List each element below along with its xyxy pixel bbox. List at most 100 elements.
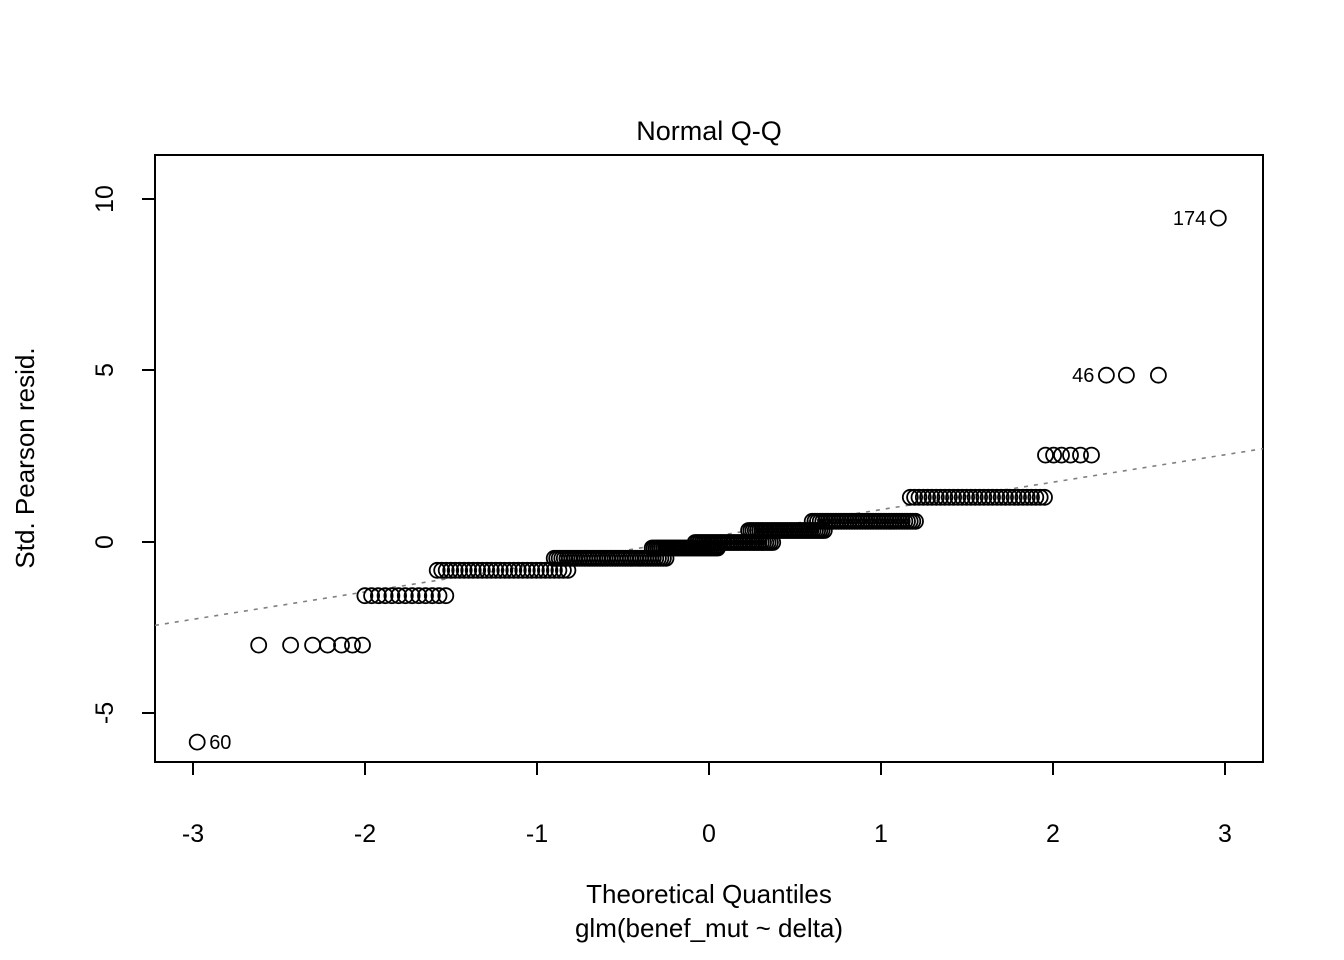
qq-point [923, 488, 941, 506]
qq-point [1045, 446, 1062, 464]
qq-point [1031, 488, 1049, 506]
x-tick-label: -1 [526, 820, 548, 848]
plot-frame [154, 154, 1264, 763]
qq-point [966, 488, 984, 506]
qq-point [906, 488, 923, 506]
qq-point [500, 561, 518, 579]
qq-point [1001, 488, 1019, 506]
qq-point [962, 488, 980, 506]
x-tick-label: -2 [354, 820, 376, 848]
qq-point [953, 488, 971, 506]
qq-point [383, 587, 401, 605]
qq-point [455, 561, 473, 579]
qq-point [451, 561, 469, 579]
y-tick-label: -5 [91, 702, 119, 724]
qq-point [1209, 209, 1227, 227]
qq-point [376, 587, 394, 605]
qq-point [333, 636, 350, 654]
qq-point [979, 488, 997, 506]
qq-point [537, 561, 554, 579]
y-tick-label: 0 [91, 535, 119, 549]
x-axis-tick-labels: -3 -2 -1 0 1 2 3 [182, 820, 1232, 848]
qq-point [496, 561, 514, 579]
qq-point [403, 587, 421, 605]
qq-point [446, 561, 464, 579]
qq-point [356, 587, 374, 605]
outlier-label-60: 60 [209, 732, 231, 754]
qq-point [971, 488, 988, 506]
qq-point [927, 488, 945, 506]
qq-point [1014, 488, 1032, 506]
x-tick-label: 2 [1046, 820, 1060, 848]
qq-point [919, 488, 936, 506]
qq-point [390, 587, 408, 605]
qq-point [354, 636, 371, 654]
qq-point [417, 587, 434, 605]
qq-point [505, 561, 523, 579]
x-axis-ticks [192, 762, 1226, 775]
qq-point [901, 488, 919, 506]
qq-point [1150, 366, 1167, 384]
qq-point [975, 488, 993, 506]
qq-point [523, 561, 541, 579]
qq-point [509, 561, 527, 579]
qq-point [442, 561, 460, 579]
qq-point [949, 488, 967, 506]
qq-point [997, 488, 1014, 506]
x-tick-label: -3 [182, 820, 204, 848]
qq-point [945, 488, 962, 506]
y-axis-title: Std. Pearson resid. [10, 347, 40, 568]
qq-point [1005, 488, 1023, 506]
outlier-label-46: 46 [1072, 365, 1094, 387]
qq-point [319, 636, 337, 654]
qq-point [460, 561, 478, 579]
qq-point [940, 488, 958, 506]
qq-point [1027, 488, 1045, 506]
y-axis-ticks [142, 198, 155, 714]
qq-point [1072, 446, 1089, 464]
qq-point [1010, 488, 1027, 506]
qq-point [910, 488, 928, 506]
qq-point [473, 561, 491, 579]
y-tick-label: 5 [91, 363, 119, 377]
qq-point [1062, 446, 1079, 464]
outlier-label-174: 174 [1173, 208, 1206, 230]
qq-point [396, 587, 414, 605]
qq-point [514, 561, 532, 579]
qq-point [282, 636, 300, 654]
x-tick-label: 3 [1218, 820, 1232, 848]
qq-point [369, 587, 387, 605]
qq-point [546, 561, 563, 579]
qq-point [437, 561, 455, 579]
chart-title: Normal Q-Q [636, 116, 782, 146]
qq-point [936, 488, 954, 506]
qq-point [958, 488, 975, 506]
qq-point [430, 587, 448, 605]
qq-point [1023, 488, 1040, 506]
qq-point [1036, 488, 1053, 506]
qq-point [491, 561, 509, 579]
qq-point [988, 488, 1006, 506]
qq-points [188, 209, 1227, 751]
qq-point [363, 587, 381, 605]
qq-point [1018, 488, 1036, 506]
qq-point [914, 488, 932, 506]
qq-point [428, 561, 446, 579]
qq-point [518, 561, 536, 579]
x-axis-title: Theoretical Quantiles [586, 879, 832, 909]
qq-point [464, 561, 482, 579]
qq-point [469, 561, 487, 579]
qq-point [478, 561, 496, 579]
qq-point [433, 561, 451, 579]
qq-point [932, 488, 949, 506]
qq-point [907, 512, 924, 530]
qq-point [344, 636, 361, 654]
x-axis-subtitle: glm(benef_mut ~ delta) [575, 913, 843, 943]
qq-point [250, 636, 268, 654]
qq-point [1118, 366, 1135, 384]
qq-point [487, 561, 505, 579]
qq-point [1098, 366, 1115, 384]
y-axis-tick-labels: -5 0 5 10 [91, 185, 119, 724]
qq-point [437, 587, 455, 605]
